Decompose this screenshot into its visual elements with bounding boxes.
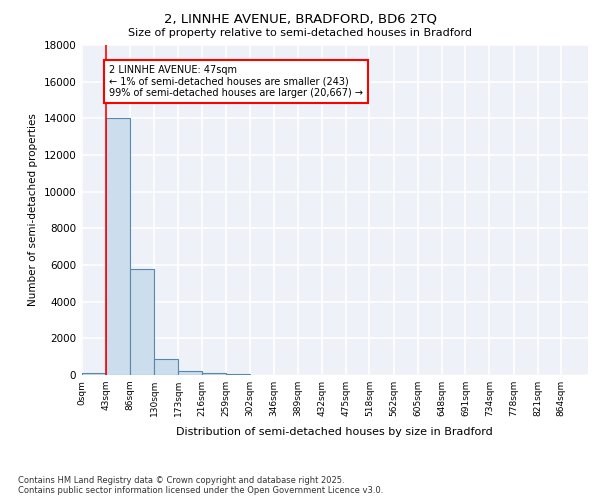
Text: Size of property relative to semi-detached houses in Bradford: Size of property relative to semi-detach… bbox=[128, 28, 472, 38]
Bar bbox=[178, 372, 202, 375]
Text: 2 LINNHE AVENUE: 47sqm
← 1% of semi-detached houses are smaller (243)
99% of sem: 2 LINNHE AVENUE: 47sqm ← 1% of semi-deta… bbox=[109, 65, 363, 98]
Bar bbox=[130, 268, 154, 375]
Text: 2, LINNHE AVENUE, BRADFORD, BD6 2TQ: 2, LINNHE AVENUE, BRADFORD, BD6 2TQ bbox=[163, 12, 437, 26]
X-axis label: Distribution of semi-detached houses by size in Bradford: Distribution of semi-detached houses by … bbox=[176, 428, 493, 438]
Bar bbox=[106, 118, 130, 375]
Bar bbox=[154, 360, 178, 375]
Y-axis label: Number of semi-detached properties: Number of semi-detached properties bbox=[28, 114, 38, 306]
Bar bbox=[82, 373, 106, 375]
Bar bbox=[226, 374, 250, 375]
Text: Contains HM Land Registry data © Crown copyright and database right 2025.
Contai: Contains HM Land Registry data © Crown c… bbox=[18, 476, 383, 495]
Bar bbox=[202, 373, 226, 375]
